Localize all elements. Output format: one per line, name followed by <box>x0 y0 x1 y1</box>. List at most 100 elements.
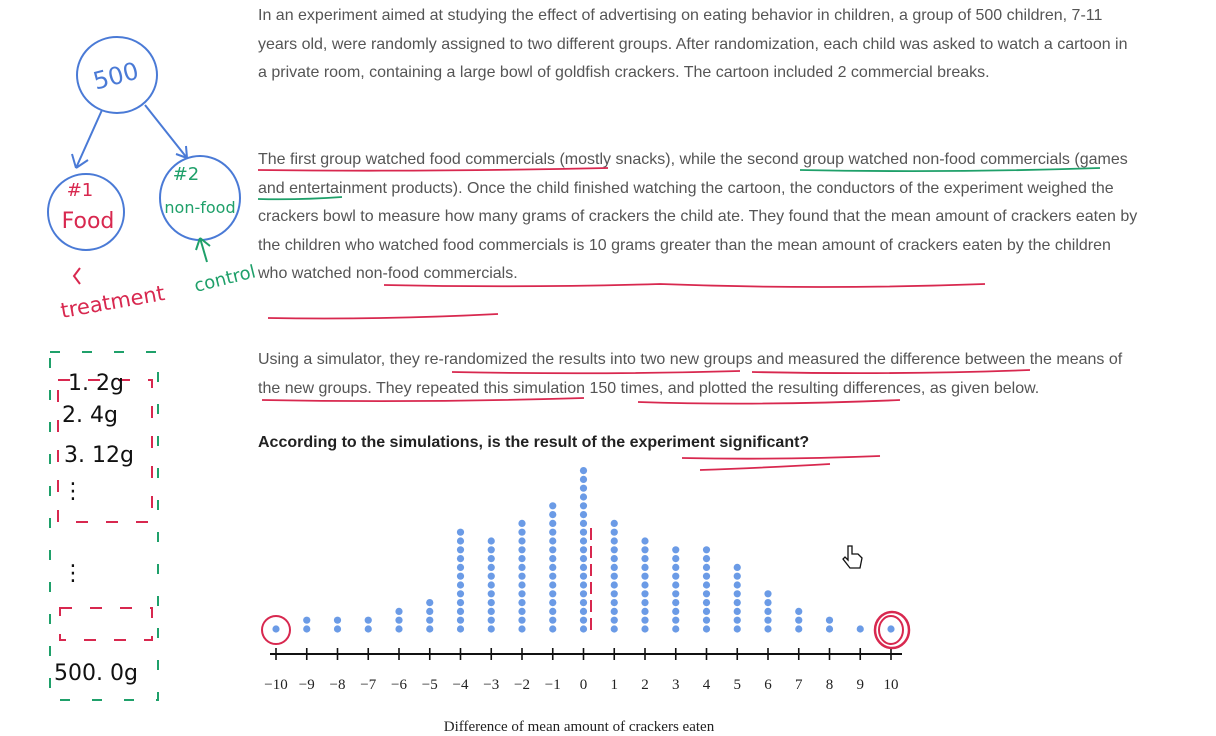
dot-x-2-4 <box>518 599 526 607</box>
dot-x7-2 <box>795 616 803 624</box>
x-tick-label--5: −5 <box>422 677 438 693</box>
dot-x-2-12 <box>518 528 526 536</box>
dot-x1-11 <box>610 537 618 545</box>
dot-x-3-8 <box>487 563 495 572</box>
dot-x-1-10 <box>549 546 557 554</box>
dot-x-1-14 <box>549 510 557 519</box>
dot-x2-1 <box>641 625 649 633</box>
dot-x0-8 <box>579 563 588 572</box>
dot-x-5-2 <box>426 616 434 624</box>
dot-x-9-1 <box>303 625 311 633</box>
dot-x4-1 <box>702 625 711 633</box>
dot-x0-17 <box>579 484 588 492</box>
dot-x7-3 <box>795 607 803 616</box>
dot-x2-10 <box>641 546 649 554</box>
dot-x0-15 <box>579 502 588 510</box>
dot-x4-7 <box>702 572 711 580</box>
x-tick-label-8: 8 <box>826 677 834 693</box>
x-tick-label--2: −2 <box>514 677 530 693</box>
dot-x-3-3 <box>487 607 495 616</box>
dot-x0-11 <box>579 537 588 545</box>
dot-x-7-2 <box>364 616 372 624</box>
dot-x-4-9 <box>456 555 465 563</box>
dot-x1-4 <box>610 599 618 607</box>
dot-x4-3 <box>702 607 711 616</box>
dot-x3-2 <box>672 616 680 624</box>
dot-x9-1 <box>856 625 864 633</box>
x-tick-label--8: −8 <box>330 677 346 693</box>
dot-x2-2 <box>641 616 649 624</box>
x-tick-label-3: 3 <box>672 677 680 693</box>
dot-x-1-11 <box>549 537 557 545</box>
dot-x5-7 <box>733 572 741 580</box>
dot-x4-9 <box>702 555 711 563</box>
dot-x8-2 <box>825 616 834 624</box>
dot-x5-2 <box>733 616 741 624</box>
dot-x-1-4 <box>549 599 557 607</box>
problem-paragraph-2: The first group watched food commercials… <box>258 146 1138 289</box>
dot-x2-8 <box>641 563 649 572</box>
dot-x-4-4 <box>456 599 465 607</box>
dot-x6-5 <box>764 590 772 598</box>
dot-x7-1 <box>795 625 803 633</box>
dot-x5-6 <box>733 581 741 589</box>
x-axis-ticks <box>275 648 892 660</box>
dot-x1-3 <box>610 607 618 616</box>
dot-x-3-6 <box>487 581 495 589</box>
paragraph-2-text: The first group watched food commercials… <box>258 151 1138 282</box>
dot-x-1-2 <box>549 616 557 624</box>
dot-x0-5 <box>579 590 588 598</box>
dot-x-2-6 <box>518 581 526 589</box>
dot-x4-4 <box>702 599 711 607</box>
dot-x4-10 <box>702 546 711 554</box>
dot-x1-7 <box>610 572 618 580</box>
dot-x-4-2 <box>456 616 465 624</box>
dot-x0-12 <box>579 528 588 536</box>
dot-x5-4 <box>733 599 741 607</box>
dot-x3-9 <box>672 555 680 563</box>
dot-x3-10 <box>672 546 680 554</box>
dot-x-3-4 <box>487 599 495 607</box>
dot-x-4-8 <box>456 563 465 572</box>
dot-x-2-2 <box>518 616 526 624</box>
dot-x-3-2 <box>487 616 495 624</box>
dot-x-1-5 <box>549 590 557 598</box>
dot-x-2-13 <box>518 519 526 528</box>
dot-x-6-3 <box>395 607 403 616</box>
dot-x-4-1 <box>456 625 465 633</box>
dot-x1-10 <box>610 546 618 554</box>
dot-x-5-1 <box>426 625 434 633</box>
dot-x6-1 <box>764 625 772 633</box>
x-tick-label-5: 5 <box>734 677 742 693</box>
dot-x4-6 <box>702 581 711 589</box>
paragraph-3-text: Using a simulator, they re-randomized th… <box>258 351 1123 397</box>
dot-x-3-9 <box>487 555 495 563</box>
dot-x-3-10 <box>487 546 495 554</box>
dot-x-8-2 <box>333 616 342 624</box>
dot-x-2-1 <box>518 625 526 633</box>
dot-x-5-3 <box>426 607 434 616</box>
problem-paragraph-1: In an experiment aimed at studying the e… <box>258 2 1138 88</box>
x-tick-label--6: −6 <box>391 677 407 693</box>
dot-x0-14 <box>579 510 588 519</box>
dot-x3-5 <box>672 590 680 598</box>
dot-x-1-13 <box>549 519 557 528</box>
dot-x-6-2 <box>395 616 403 624</box>
x-tick-label-6: 6 <box>764 677 772 693</box>
dot-x6-4 <box>764 599 772 607</box>
paragraph-1-text: In an experiment aimed at studying the e… <box>258 7 1128 81</box>
x-tick-label-7: 7 <box>795 677 803 693</box>
dot-x-10-1 <box>272 625 280 633</box>
dot-x2-7 <box>641 572 649 580</box>
dot-x-5-4 <box>426 599 434 607</box>
dot-x-3-7 <box>487 572 495 580</box>
dot-x5-3 <box>733 607 741 616</box>
x-tick-label-10: 10 <box>884 677 899 693</box>
dot-x0-2 <box>579 616 588 624</box>
dot-x-4-6 <box>456 581 465 589</box>
dot-x-1-15 <box>549 502 557 510</box>
x-tick-label--7: −7 <box>360 677 376 693</box>
dot-x-4-12 <box>456 528 465 536</box>
dot-x4-5 <box>702 590 711 598</box>
dot-x3-1 <box>672 625 680 633</box>
